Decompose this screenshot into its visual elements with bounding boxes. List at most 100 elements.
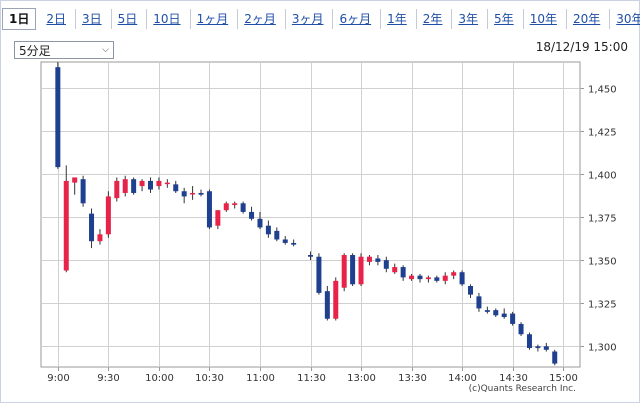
y-tick-label: 1,400 bbox=[588, 171, 617, 182]
x-tick-label: 9:30 bbox=[97, 373, 119, 384]
candle-body-up bbox=[97, 234, 103, 242]
candle-body-down bbox=[89, 213, 95, 242]
x-tick-label: 10:30 bbox=[195, 373, 224, 384]
candle-body-down bbox=[400, 267, 406, 278]
candle-body-down bbox=[282, 239, 288, 243]
candle-body-down bbox=[484, 310, 490, 312]
candle-body-down bbox=[375, 258, 381, 262]
candle-body-up bbox=[72, 177, 78, 183]
x-tick-label: 10:00 bbox=[145, 373, 174, 384]
x-tick-label: 13:00 bbox=[347, 373, 376, 384]
candle-body-up bbox=[215, 210, 221, 226]
candle-body-down bbox=[249, 211, 255, 219]
x-tick-label: 14:30 bbox=[499, 373, 528, 384]
candle-body-down bbox=[147, 180, 153, 190]
candle-body-down bbox=[131, 179, 137, 193]
candle-body-down bbox=[173, 184, 179, 192]
candle-body-down bbox=[308, 254, 313, 257]
candle-body-down bbox=[383, 260, 389, 269]
tab-period[interactable]: 1ヶ月 bbox=[191, 9, 239, 29]
candle-body-up bbox=[105, 196, 111, 235]
candle-body-down bbox=[206, 191, 212, 228]
candle-body-down bbox=[55, 67, 61, 168]
period-tabs: 1日 2日 3日 5日 10日 1ヶ月 2ヶ月 3ヶ月 6ヶ月 1年 2年 3年 5年 10年 20年 30年 bbox=[2, 7, 640, 31]
candle-body-up bbox=[122, 179, 128, 193]
tab-period[interactable]: 6ヶ月 bbox=[333, 9, 382, 29]
interval-select[interactable]: 5分足 ⌵ bbox=[14, 41, 114, 59]
candle-body-down bbox=[434, 277, 440, 281]
candle-body-down bbox=[459, 272, 465, 285]
tab-period[interactable]: 20年 bbox=[567, 9, 611, 29]
x-tick-label: 11:00 bbox=[246, 373, 275, 384]
tab-period[interactable]: 10年 bbox=[524, 9, 567, 29]
tab-period[interactable]: 3日 bbox=[76, 9, 112, 29]
candle-body-up bbox=[63, 180, 69, 271]
tab-period[interactable]: 2日 bbox=[40, 9, 76, 29]
candle-body-down bbox=[510, 313, 516, 324]
candle-body-down bbox=[417, 275, 423, 280]
candle-body-down bbox=[476, 296, 482, 309]
candle-body-down bbox=[501, 313, 507, 318]
candle-body-down bbox=[80, 179, 86, 204]
candle-body-down bbox=[316, 256, 322, 293]
candle-body-down bbox=[468, 286, 474, 295]
candle-body-down bbox=[526, 334, 532, 349]
y-tick-label: 1,300 bbox=[588, 343, 617, 354]
tab-period[interactable]: 3年 bbox=[452, 9, 489, 29]
candle-body-up bbox=[114, 180, 120, 199]
candle-body-up bbox=[223, 203, 229, 211]
x-tick-label: 15:00 bbox=[549, 373, 578, 384]
tab-period[interactable]: 1日 bbox=[2, 8, 37, 30]
candle-body-down bbox=[518, 323, 524, 335]
candle-body-down bbox=[552, 351, 558, 364]
x-tick-label: 11:30 bbox=[297, 373, 326, 384]
candle-body-up bbox=[425, 277, 431, 280]
candle-body-up bbox=[451, 272, 457, 276]
candle-body-up bbox=[333, 280, 339, 319]
candle-body-down bbox=[324, 291, 330, 319]
candle-body-down bbox=[350, 254, 356, 285]
candle-body-down bbox=[543, 346, 549, 350]
x-tick-label: 13:30 bbox=[398, 373, 427, 384]
candle-body-up bbox=[156, 180, 162, 187]
candle-body-up bbox=[409, 275, 415, 280]
tab-period[interactable]: 5日 bbox=[112, 9, 148, 29]
tab-period[interactable]: 30年 bbox=[616, 12, 640, 26]
tab-period[interactable]: 2ヶ月 bbox=[238, 9, 286, 29]
tab-period[interactable]: 10日 bbox=[147, 9, 191, 29]
candle-body-down bbox=[493, 310, 499, 316]
candle-body-up bbox=[232, 203, 238, 206]
candle-body-down bbox=[265, 225, 271, 235]
interval-select-value: 5分足 bbox=[19, 43, 51, 58]
candle-body-down bbox=[198, 192, 204, 195]
y-tick-label: 1,325 bbox=[588, 300, 617, 311]
candle-body-down bbox=[291, 242, 297, 245]
x-tick-label: 14:00 bbox=[448, 373, 477, 384]
candle-body-up bbox=[190, 192, 196, 195]
y-tick-label: 1,450 bbox=[588, 85, 617, 96]
tab-period[interactable]: 3ヶ月 bbox=[286, 9, 334, 29]
chart-timestamp: 18/12/19 15:00 bbox=[535, 40, 628, 54]
tab-period[interactable]: 2年 bbox=[417, 9, 453, 29]
tab-period[interactable]: 5年 bbox=[488, 9, 524, 29]
plot-area bbox=[40, 61, 581, 368]
candle-body-up bbox=[358, 256, 364, 285]
candle-body-up bbox=[392, 267, 398, 273]
candle-body-down bbox=[535, 346, 541, 349]
candle-body-down bbox=[257, 218, 263, 228]
candle-body-up bbox=[341, 254, 347, 288]
candle-body-down bbox=[181, 191, 187, 197]
candle-body-up bbox=[139, 180, 145, 187]
x-tick-label: 9:00 bbox=[47, 373, 69, 384]
y-tick-label: 1,375 bbox=[588, 214, 617, 225]
copyright-credit: (c)Quants Research Inc. bbox=[469, 384, 576, 394]
chevron-down-icon: ⌵ bbox=[102, 45, 109, 55]
y-tick-label: 1,425 bbox=[588, 128, 617, 139]
candle-body-down bbox=[240, 203, 246, 212]
candle-body-up bbox=[164, 182, 170, 185]
y-tick-label: 1,350 bbox=[588, 257, 617, 268]
candle-body-down bbox=[274, 230, 280, 240]
tab-period[interactable]: 1年 bbox=[381, 9, 417, 29]
candle-body-up bbox=[442, 275, 448, 281]
